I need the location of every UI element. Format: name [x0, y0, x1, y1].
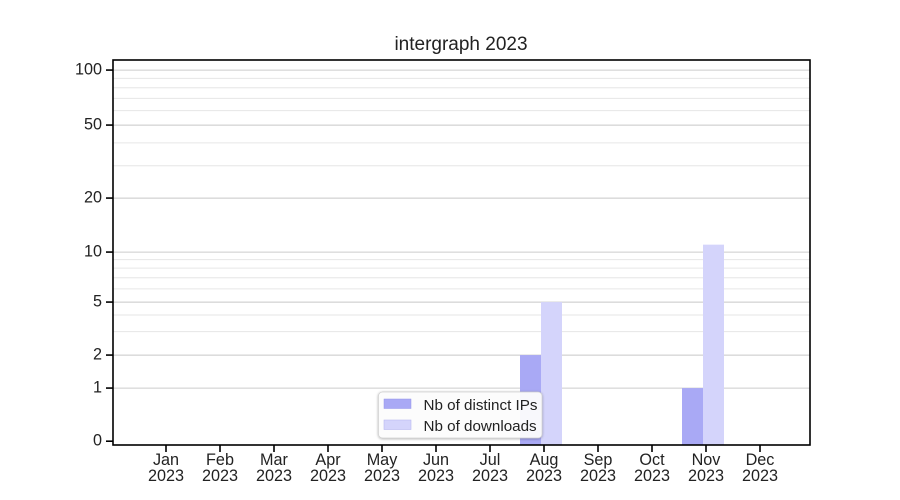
svg-text:2023: 2023	[580, 467, 616, 485]
svg-text:Nb of distinct IPs: Nb of distinct IPs	[424, 397, 538, 414]
svg-text:2023: 2023	[742, 467, 778, 485]
svg-text:2: 2	[93, 346, 102, 364]
svg-text:2023: 2023	[418, 467, 454, 485]
svg-text:2023: 2023	[256, 467, 292, 485]
svg-text:5: 5	[93, 293, 102, 311]
svg-text:2023: 2023	[634, 467, 670, 485]
svg-text:10: 10	[84, 243, 102, 261]
svg-text:intergraph 2023: intergraph 2023	[394, 34, 527, 55]
svg-text:2023: 2023	[202, 467, 238, 485]
svg-text:2023: 2023	[526, 467, 562, 485]
svg-text:2023: 2023	[364, 467, 400, 485]
svg-text:Nb of downloads: Nb of downloads	[424, 418, 538, 435]
svg-text:2023: 2023	[148, 467, 184, 485]
svg-text:1: 1	[93, 379, 102, 397]
svg-text:0: 0	[93, 432, 102, 450]
svg-text:100: 100	[75, 61, 102, 79]
svg-text:2023: 2023	[472, 467, 508, 485]
svg-text:20: 20	[84, 189, 102, 207]
svg-text:50: 50	[84, 116, 102, 134]
svg-text:2023: 2023	[688, 467, 724, 485]
svg-text:2023: 2023	[310, 467, 346, 485]
